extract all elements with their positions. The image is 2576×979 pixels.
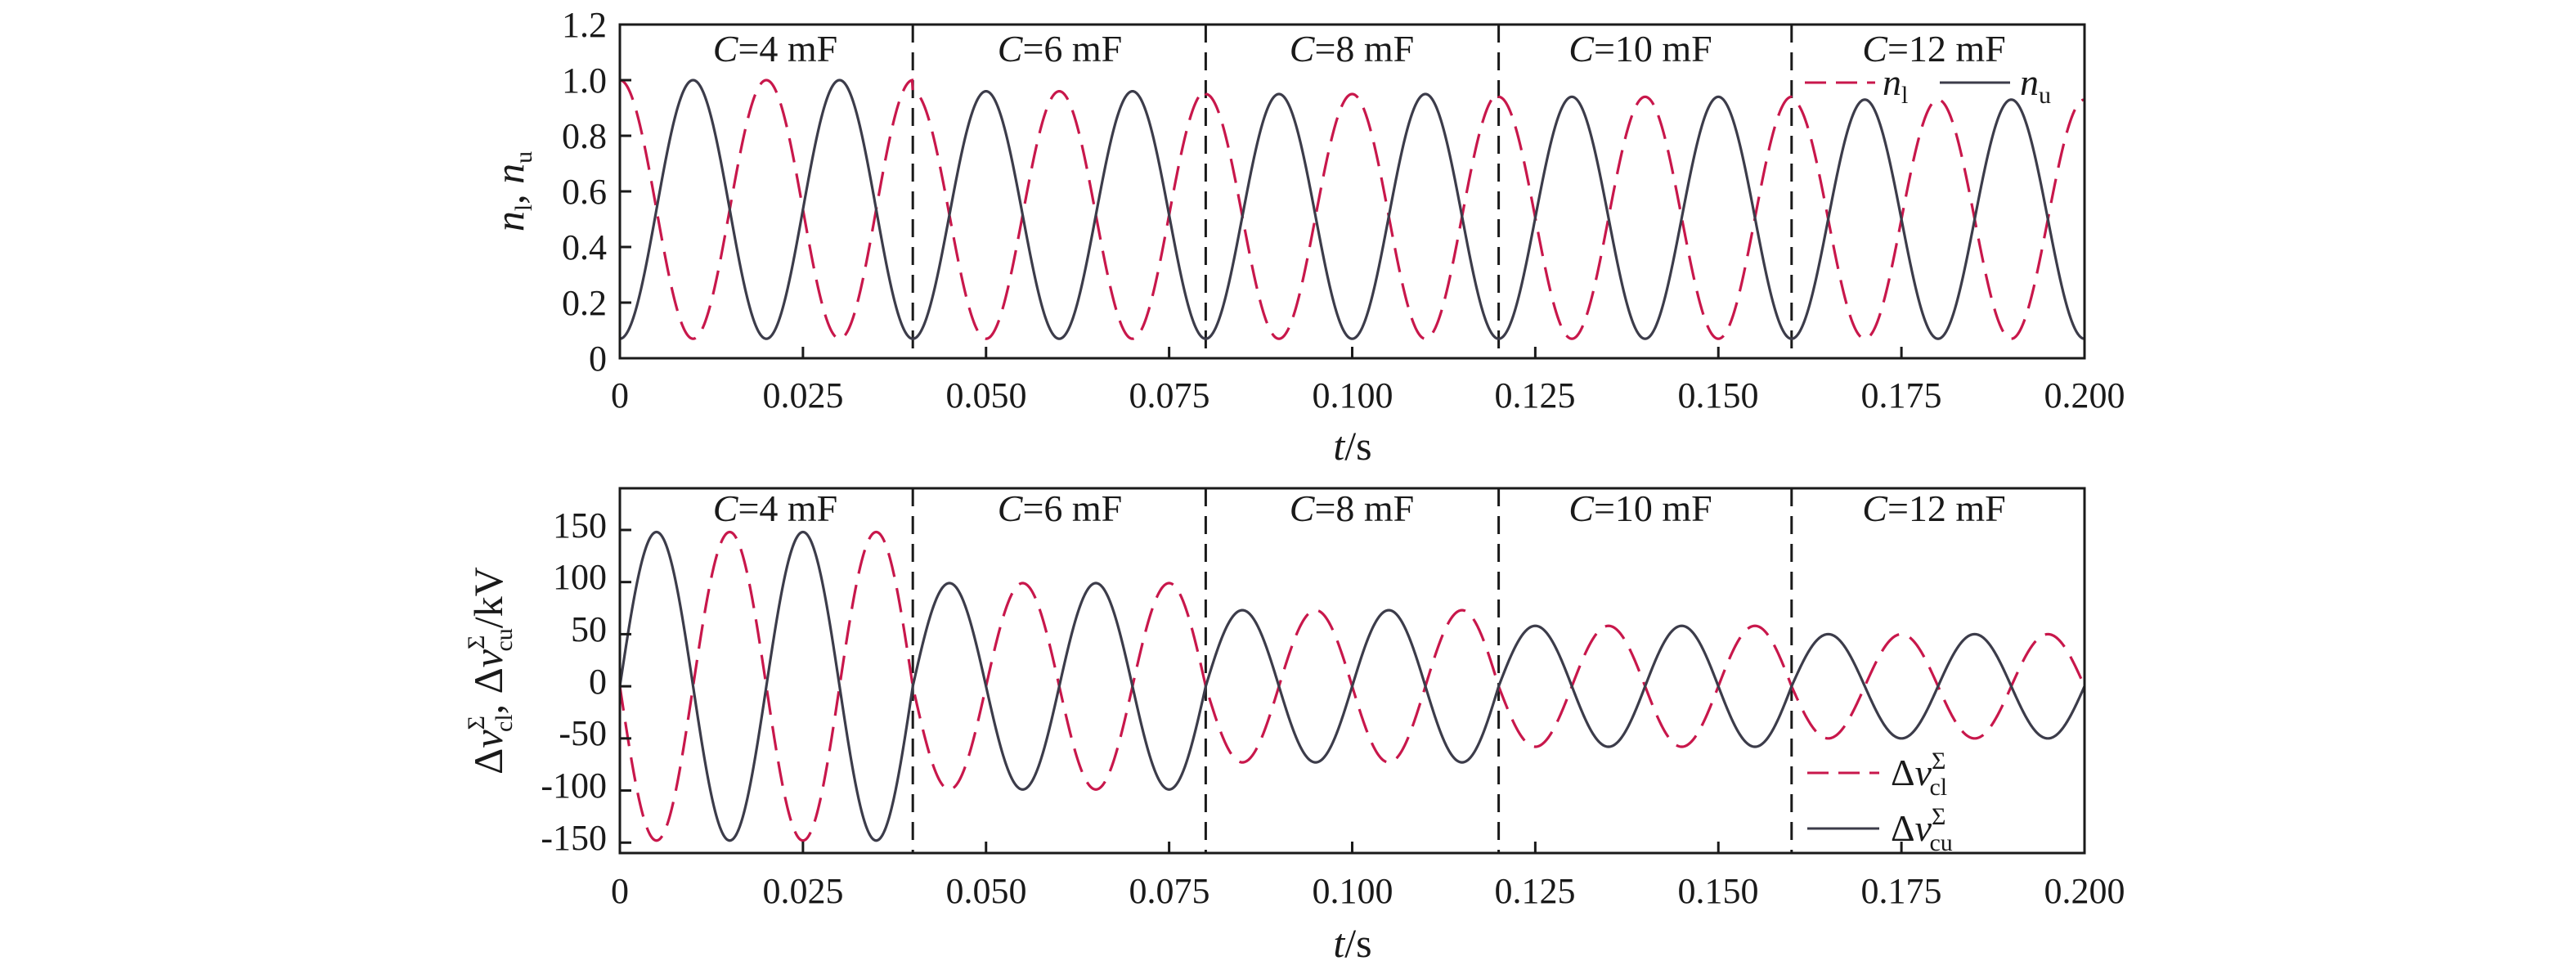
top-annotation-c12: C=12 mF xyxy=(1862,28,2006,70)
top-xtick-label: 0.125 xyxy=(1495,375,1576,415)
bottom-legend: ΔvΣ cl ΔvΣ cu xyxy=(1807,748,1953,856)
bottom-xtick-label: 0.075 xyxy=(1129,871,1210,911)
bottom-ytick-label: -150 xyxy=(541,818,607,858)
top-ytick-label: 1.0 xyxy=(562,61,607,101)
top-y-axis-label: nl, nu xyxy=(487,151,537,231)
top-tick-marks xyxy=(618,23,2086,360)
bottom-x-axis-label: t/s xyxy=(1333,920,1371,966)
bottom-annotation-c8: C=8 mF xyxy=(1290,487,1415,529)
top-annotation-c8: C=8 mF xyxy=(1290,28,1415,70)
bottom-annotation-c6: C=6 mF xyxy=(998,487,1123,529)
top-ytick-label: 0.2 xyxy=(562,283,607,323)
top-ytick-label: 1.2 xyxy=(562,5,607,45)
bottom-segment-boundaries xyxy=(911,488,1793,853)
top-x-axis-label: t/s xyxy=(1333,423,1371,469)
top-plot-frame xyxy=(618,23,2086,360)
bottom-xtick-label: 0.175 xyxy=(1861,871,1942,911)
bottom-xtick-label: 0.200 xyxy=(2044,871,2125,911)
top-xtick-label: 0 xyxy=(611,375,629,415)
bottom-xtick-label: 0.100 xyxy=(1313,871,1393,911)
bottom-plot-frame xyxy=(618,487,2086,855)
bottom-series-line-upper xyxy=(618,530,2086,842)
top-ytick-label: 0 xyxy=(589,339,607,379)
top-segment-boundaries xyxy=(911,25,1793,358)
top-annotation-c4: C=4 mF xyxy=(713,28,838,70)
bottom-xtick-label: 0 xyxy=(611,871,629,911)
top-xtick-label: 0.025 xyxy=(763,375,844,415)
bottom-series-group xyxy=(618,530,2086,842)
bottom-ytick-label: 150 xyxy=(553,505,607,546)
top-ytick-label: 0.6 xyxy=(562,172,607,212)
bottom-annotation-c10: C=10 mF xyxy=(1568,487,1712,529)
bottom-y-axis-label: ΔvΣcl, ΔvΣcu/kV xyxy=(463,567,518,775)
bottom-xtick-label: 0.050 xyxy=(946,871,1027,911)
bottom-ytick-label: -100 xyxy=(541,766,607,806)
bottom-xtick-label: 0.125 xyxy=(1495,871,1576,911)
bottom-ytick-label: -50 xyxy=(559,713,607,753)
top-legend-label-nu: nu xyxy=(2020,61,2051,109)
bottom-ytick-label: 100 xyxy=(553,557,607,597)
top-ytick-label: 0.8 xyxy=(562,116,607,156)
bottom-legend-label-dvcl: ΔvΣ cl xyxy=(1891,748,1947,801)
top-legend: nl nu xyxy=(1805,61,2051,109)
top-xtick-label: 0.150 xyxy=(1678,375,1759,415)
bottom-legend-label-dvcu: ΔvΣ cu xyxy=(1891,803,1953,856)
top-legend-label-nl: nl xyxy=(1883,61,1908,109)
bottom-tick-marks xyxy=(618,528,2086,853)
bottom-ytick-label: 50 xyxy=(571,609,607,649)
top-series-line-upper xyxy=(619,79,2085,340)
top-xtick-label: 0.200 xyxy=(2044,375,2125,415)
top-xtick-label: 0.100 xyxy=(1313,375,1393,415)
bottom-annotation-c12: C=12 mF xyxy=(1862,487,2006,529)
bottom-xtick-label: 0.025 xyxy=(763,871,844,911)
top-xtick-label: 0.175 xyxy=(1861,375,1942,415)
bottom-annotation-c4: C=4 mF xyxy=(713,487,838,529)
top-series-group xyxy=(619,79,2085,340)
top-annotation-c6: C=6 mF xyxy=(998,28,1123,70)
top-xtick-label: 0.050 xyxy=(946,375,1027,415)
top-annotation-c10: C=10 mF xyxy=(1568,28,1712,70)
bottom-ytick-label: 0 xyxy=(589,662,607,702)
top-series-line-lower xyxy=(619,79,2085,340)
bottom-xtick-label: 0.150 xyxy=(1678,871,1759,911)
top-chart-panel: 0 0.2 0.4 0.6 0.8 1.0 1.2 0 0.025 0.050 … xyxy=(487,5,2125,469)
bottom-chart-panel: -150 -100 -50 0 50 100 150 0 0.025 0.050… xyxy=(463,487,2125,966)
top-ytick-label: 0.4 xyxy=(562,227,607,267)
top-xtick-label: 0.075 xyxy=(1129,375,1210,415)
